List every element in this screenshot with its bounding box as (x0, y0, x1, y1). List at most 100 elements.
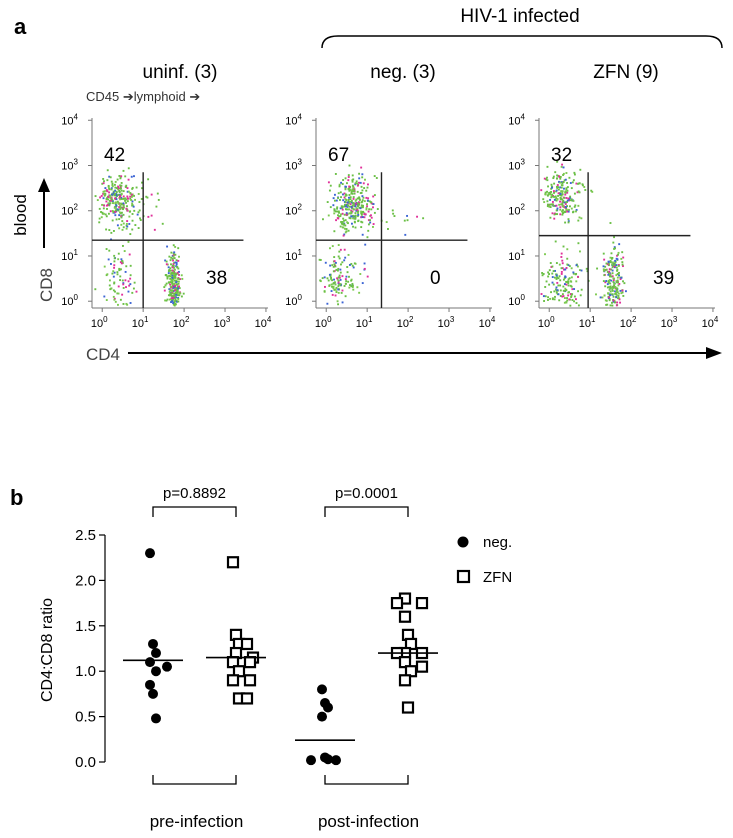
flow-event-dot (175, 263, 178, 266)
flow-event-dot (176, 292, 179, 295)
flow-event-dot (168, 288, 171, 291)
neg-data-point (148, 638, 158, 649)
neg-data-point (323, 754, 333, 765)
flow-event-dot (106, 169, 109, 172)
flow-event-dot (558, 263, 561, 266)
flow-event-dot (155, 205, 158, 208)
flow-event-dot (111, 209, 114, 212)
flow-event-dot (557, 186, 560, 189)
flow-event-dot (170, 272, 173, 274)
flow-event-dot (147, 178, 150, 181)
flow-event-dot (361, 189, 364, 192)
flow-event-dot (124, 270, 127, 273)
flow-event-dot (170, 263, 172, 266)
flow-event-dot (387, 228, 389, 230)
flow-event-dot (557, 192, 560, 195)
flow-event-dot (337, 303, 340, 306)
flow-event-dot (112, 289, 115, 292)
flow-x-tick-exponent: 3 (450, 315, 455, 324)
flow-event-dot (153, 228, 156, 231)
neg-data-point (151, 713, 161, 724)
flow-event-dot (333, 208, 336, 211)
flow-event-dot (126, 205, 128, 208)
flow-event-dot (559, 289, 562, 292)
flow-event-dot (171, 300, 174, 303)
flow-event-dot (340, 221, 343, 223)
flow-event-dot (137, 227, 140, 229)
flow-event-dot (571, 293, 574, 296)
flow-event-dot (178, 255, 180, 258)
flow-event-dot (321, 277, 324, 280)
flow-event-dot (169, 298, 171, 301)
flow-event-dot (340, 213, 342, 216)
flow-event-dot (560, 203, 562, 206)
flow-event-dot (560, 190, 563, 193)
flow-event-dot (544, 253, 546, 256)
flow-event-dot (119, 184, 122, 187)
flow-event-dot (352, 196, 355, 199)
series-ZFN-post-infection (378, 592, 438, 714)
flow-event-dot (556, 198, 559, 201)
flow-event-dot (169, 283, 172, 286)
flow-event-dot (327, 214, 330, 217)
p-value-bracket (152, 506, 237, 517)
flow-event-dot (337, 281, 340, 284)
flow-event-dot (174, 275, 177, 278)
flow-event-dot (176, 271, 179, 274)
flow-event-dot (343, 285, 346, 287)
flow-event-dot (328, 273, 331, 276)
flow-event-dot (621, 263, 624, 266)
flow-event-dot (125, 227, 128, 230)
flow-event-dot (551, 193, 554, 196)
flow-event-dot (122, 226, 125, 229)
flow-event-dot (115, 198, 118, 201)
flow-event-dot (567, 197, 570, 200)
flow-event-dot (574, 204, 577, 207)
flow-event-dot (359, 192, 362, 195)
flow-event-dot (342, 199, 345, 202)
flow-event-dot (165, 260, 168, 263)
neg-data-point (151, 666, 161, 677)
flow-event-dot (99, 196, 102, 199)
flow-event-dot (571, 299, 574, 301)
flow-event-dot (98, 217, 101, 220)
p-value-label: p=0.0001 (335, 485, 398, 502)
flow-event-dot (622, 294, 625, 297)
flow-event-dot (330, 290, 333, 292)
flow-event-dot (562, 172, 565, 175)
flow-event-dot (104, 187, 107, 190)
flow-event-dot (615, 289, 618, 292)
flow-event-dot (360, 226, 363, 229)
flow-event-dot (168, 269, 171, 271)
flow-event-dot (613, 246, 616, 249)
flow-event-dot (106, 273, 109, 276)
flow-event-dot (172, 254, 175, 257)
flow-event-dot (606, 283, 609, 286)
flow-event-dot (178, 285, 180, 288)
flow-event-dot (603, 294, 606, 297)
flow-event-dot (355, 198, 358, 201)
flow-event-dot (111, 193, 113, 196)
flow-event-dot (336, 207, 339, 210)
flow-event-dot (337, 214, 339, 217)
flow-event-dot (566, 263, 569, 266)
flow-event-dot (172, 298, 175, 301)
flow-event-dot (619, 278, 622, 281)
flow-event-dot (562, 289, 565, 292)
flow-event-dot (569, 195, 572, 198)
flow-event-dot (350, 189, 353, 192)
flow-event-dot (558, 175, 561, 178)
flow-event-dot (376, 208, 379, 210)
flow-event-dot (135, 290, 138, 293)
flow-event-dot (565, 172, 568, 174)
flow-event-dot (578, 216, 581, 219)
hiv-infected-bracket (321, 35, 723, 49)
flow-event-dot (94, 288, 97, 291)
flow-event-dot (343, 196, 346, 199)
flow-event-dot (340, 263, 342, 266)
flow-event-dot (172, 302, 175, 304)
flow-event-dot (557, 277, 560, 280)
flow-event-dot (608, 297, 611, 300)
flow-event-dot (561, 210, 564, 213)
